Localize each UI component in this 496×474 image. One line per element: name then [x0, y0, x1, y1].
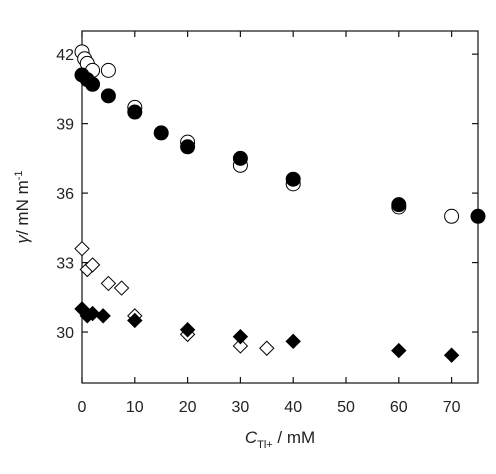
axis-ticks: 0 10 20 30 40 50 60 70 30 33 36 39 42 [56, 31, 478, 416]
x-tick-label: 70 [443, 399, 461, 416]
circle-filled-point [85, 76, 101, 92]
circle-filled-point [391, 197, 407, 213]
diamond-filled-point [391, 342, 407, 359]
y-tick-label: 39 [56, 117, 74, 134]
circle-open-point [444, 208, 460, 224]
circle-open-point [100, 62, 116, 78]
data-marks [74, 44, 486, 363]
series-circle-filled [74, 67, 486, 224]
diamond-open-point [113, 280, 130, 296]
x-axis-subscript: Tl+ [257, 439, 273, 451]
diamond-open-point [232, 338, 249, 354]
diamond-filled-point [84, 305, 101, 322]
circle-filled-point [470, 208, 486, 224]
circle-filled-point [232, 150, 248, 166]
x-tick-label: 10 [126, 399, 144, 416]
circle-filled-point [180, 139, 196, 155]
diamond-open-point [259, 340, 275, 356]
x-tick-label: 30 [232, 399, 250, 416]
diamond-open-point [74, 240, 90, 257]
x-tick-label: 60 [390, 399, 408, 416]
x-tick-label: 40 [284, 399, 302, 416]
y-tick-label: 42 [56, 47, 74, 64]
diamond-filled-point [232, 328, 249, 345]
diamond-filled-point [285, 333, 301, 350]
diamond-open-point [100, 275, 117, 292]
x-tick-label: 50 [337, 399, 355, 416]
y-tick-label: 33 [56, 256, 74, 273]
diamond-filled-point [127, 312, 143, 329]
x-axis-unit: / mM [273, 428, 316, 447]
x-axis-label: CTl+ / mM [245, 428, 315, 451]
x-tick-label: 0 [78, 399, 87, 416]
x-axis-symbol: C [245, 428, 258, 447]
diamond-filled-point [179, 322, 196, 338]
diamond-filled-point [95, 308, 111, 324]
circle-filled-point [153, 125, 169, 141]
y-tick-label: 30 [56, 325, 74, 342]
series-circle-open [74, 44, 460, 224]
circle-filled-point [285, 171, 301, 187]
y-tick-label: 36 [56, 186, 74, 203]
y-axis-symbol: γ [13, 234, 32, 244]
circle-filled-point [127, 104, 143, 120]
y-axis-label: γ/ mN m-1 [13, 170, 32, 243]
y-axis-unit: / mN m [13, 180, 32, 235]
plot-frame [81, 30, 479, 384]
x-tick-label: 20 [179, 399, 197, 416]
y-axis-superscript: -1 [13, 170, 25, 180]
circle-filled-point [100, 88, 116, 104]
series-diamond-filled [74, 301, 460, 363]
diamond-filled-point [443, 347, 460, 363]
diamond-open-point [84, 257, 101, 273]
